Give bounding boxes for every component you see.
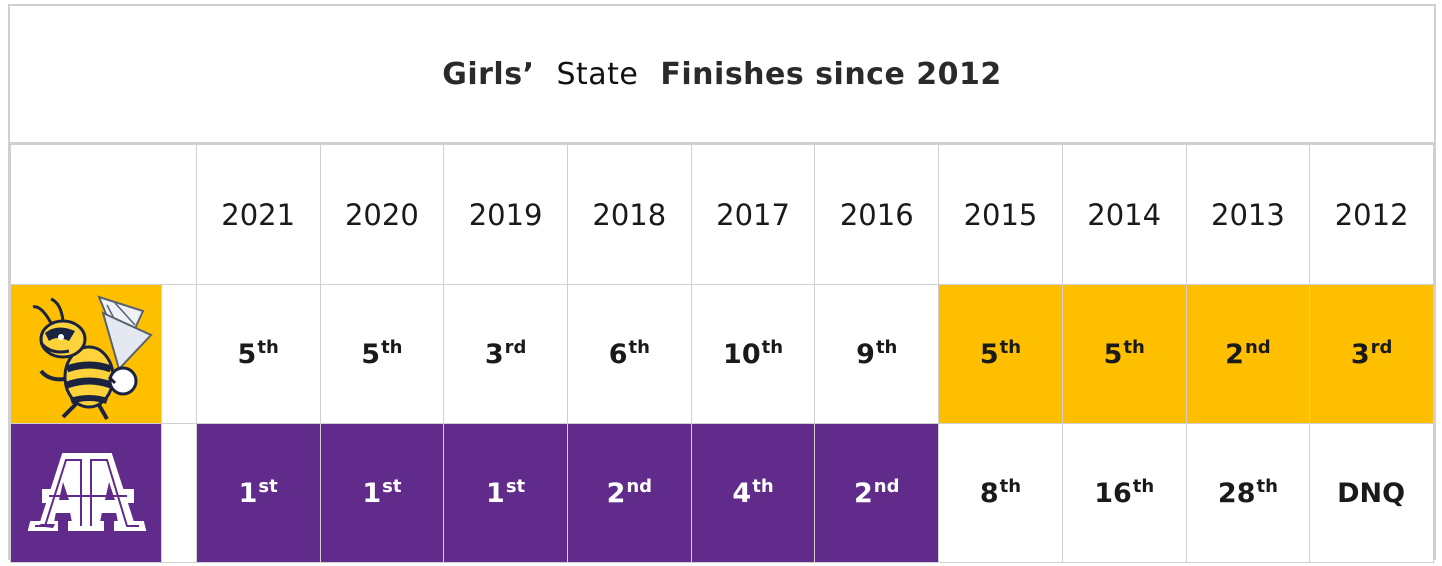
year-header: 2013 <box>1185 144 1311 285</box>
result-cell: 3rd <box>443 284 568 424</box>
result-cell: 9th <box>814 284 940 424</box>
result-cell: 3rd <box>1309 284 1434 424</box>
year-header: 2014 <box>1061 144 1187 285</box>
year-header: 2020 <box>319 144 445 285</box>
yellow-jacket-mascot-icon <box>11 285 161 423</box>
result-cell: 28th <box>1185 423 1311 563</box>
result-cell: 2nd <box>814 423 940 563</box>
aa-block-letters-icon <box>11 424 161 562</box>
result-cell: 8th <box>938 423 1063 563</box>
result-cell: 5th <box>319 284 445 424</box>
result-cell: 1st <box>443 423 568 563</box>
result-cell: 2nd <box>1185 284 1311 424</box>
results-table-frame: Girls’ State Finishes since 2012 2021 2020… <box>8 4 1436 563</box>
team-logo-cell <box>10 284 162 424</box>
result-cell: DNQ <box>1309 423 1434 563</box>
result-cell: 1st <box>319 423 445 563</box>
spacer-cell <box>161 284 197 424</box>
result-cell: 6th <box>566 284 692 424</box>
year-header: 2017 <box>690 144 816 285</box>
result-cell: 5th <box>938 284 1063 424</box>
table-title: Girls’ State Finishes since 2012 <box>442 57 1002 92</box>
title-part-girls: Girls’ <box>442 56 535 92</box>
year-header: 2012 <box>1309 144 1434 285</box>
result-cell: 1st <box>195 423 321 563</box>
result-cell: 2nd <box>566 423 692 563</box>
corner-cell <box>10 144 197 285</box>
team-row-yellow-jackets: 5th 5th 3rd 6th 10th 9th 5th 5th 2nd 3rd <box>10 284 1434 424</box>
result-cell: 4th <box>690 423 816 563</box>
team-logo-cell <box>10 423 162 563</box>
result-cell: 16th <box>1061 423 1187 563</box>
year-header-row: 2021 2020 2019 2018 2017 2016 2015 2014 … <box>10 144 1434 285</box>
year-header: 2015 <box>938 144 1063 285</box>
year-header: 2021 <box>195 144 321 285</box>
result-cell: 10th <box>690 284 816 424</box>
year-header: 2018 <box>566 144 692 285</box>
title-row: Girls’ State Finishes since 2012 <box>10 6 1434 144</box>
result-cell: 5th <box>1061 284 1187 424</box>
year-header: 2016 <box>814 144 940 285</box>
year-header: 2019 <box>443 144 568 285</box>
title-part-state: State <box>556 56 639 92</box>
result-cell: 5th <box>195 284 321 424</box>
spacer-cell <box>161 423 197 563</box>
finishes-grid: 2021 2020 2019 2018 2017 2016 2015 2014 … <box>10 144 1434 563</box>
title-part-finishes: Finishes since 2012 <box>660 56 1002 92</box>
team-row-aa: 1st 1st 1st 2nd 4th 2nd 8th 16th 28th DN… <box>10 423 1434 563</box>
